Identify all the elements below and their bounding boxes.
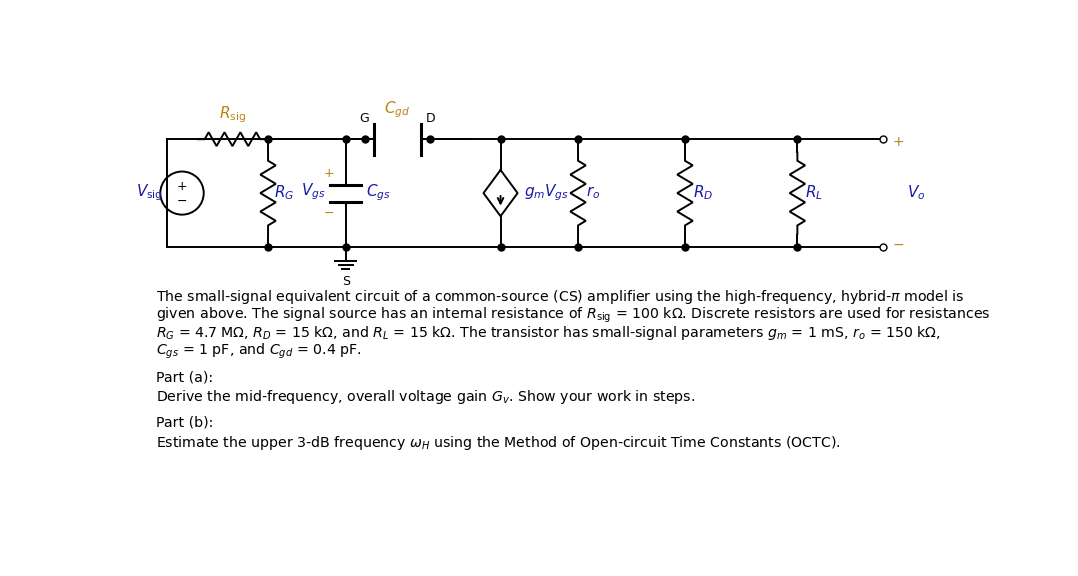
- Text: $V_o$: $V_o$: [908, 184, 926, 202]
- Text: S: S: [343, 275, 350, 287]
- Text: $-$: $-$: [892, 237, 904, 251]
- Text: $+$: $+$: [892, 135, 904, 149]
- Text: D: D: [426, 112, 436, 126]
- Text: $R_G$ = 4.7 M$\Omega$, $R_D$ = 15 k$\Omega$, and $R_L$ = 15 k$\Omega$. The trans: $R_G$ = 4.7 M$\Omega$, $R_D$ = 15 k$\Ome…: [156, 324, 941, 342]
- Text: $-$: $-$: [177, 194, 188, 207]
- Text: $R_G$: $R_G$: [274, 184, 294, 202]
- Text: $+$: $+$: [177, 180, 188, 192]
- Text: $r_o$: $r_o$: [585, 185, 600, 202]
- Text: $V_{gs}$: $V_{gs}$: [301, 181, 326, 202]
- Text: given above. The signal source has an internal resistance of $R_\mathrm{sig}$ = : given above. The signal source has an in…: [156, 306, 991, 325]
- Text: $C_{gs}$ = 1 pF, and $C_{gd}$ = 0.4 pF.: $C_{gs}$ = 1 pF, and $C_{gd}$ = 0.4 pF.: [156, 342, 362, 361]
- Text: $R_L$: $R_L$: [805, 184, 823, 202]
- Text: Estimate the upper 3-dB frequency $\omega_H$ using the Method of Open-circuit Ti: Estimate the upper 3-dB frequency $\omeg…: [156, 434, 841, 452]
- Text: Part (b):: Part (b):: [156, 416, 213, 430]
- Text: $+$: $+$: [323, 167, 334, 180]
- Text: The small-signal equivalent circuit of a common-source (CS) amplifier using the : The small-signal equivalent circuit of a…: [156, 288, 965, 306]
- Text: Part (a):: Part (a):: [156, 370, 213, 384]
- Text: Derive the mid-frequency, overall voltage gain $G_v$. Show your work in steps.: Derive the mid-frequency, overall voltag…: [156, 388, 695, 406]
- Text: $V_\mathrm{sig}$: $V_\mathrm{sig}$: [136, 183, 163, 203]
- Text: $g_m V_{gs}$: $g_m V_{gs}$: [524, 183, 569, 203]
- Text: $-$: $-$: [323, 206, 334, 219]
- Text: $C_{gs}$: $C_{gs}$: [365, 183, 390, 203]
- Text: $C_{gd}$: $C_{gd}$: [385, 99, 411, 120]
- Text: $R_\mathrm{sig}$: $R_\mathrm{sig}$: [219, 105, 246, 126]
- Text: G: G: [359, 112, 369, 126]
- Text: $R_D$: $R_D$: [693, 184, 713, 202]
